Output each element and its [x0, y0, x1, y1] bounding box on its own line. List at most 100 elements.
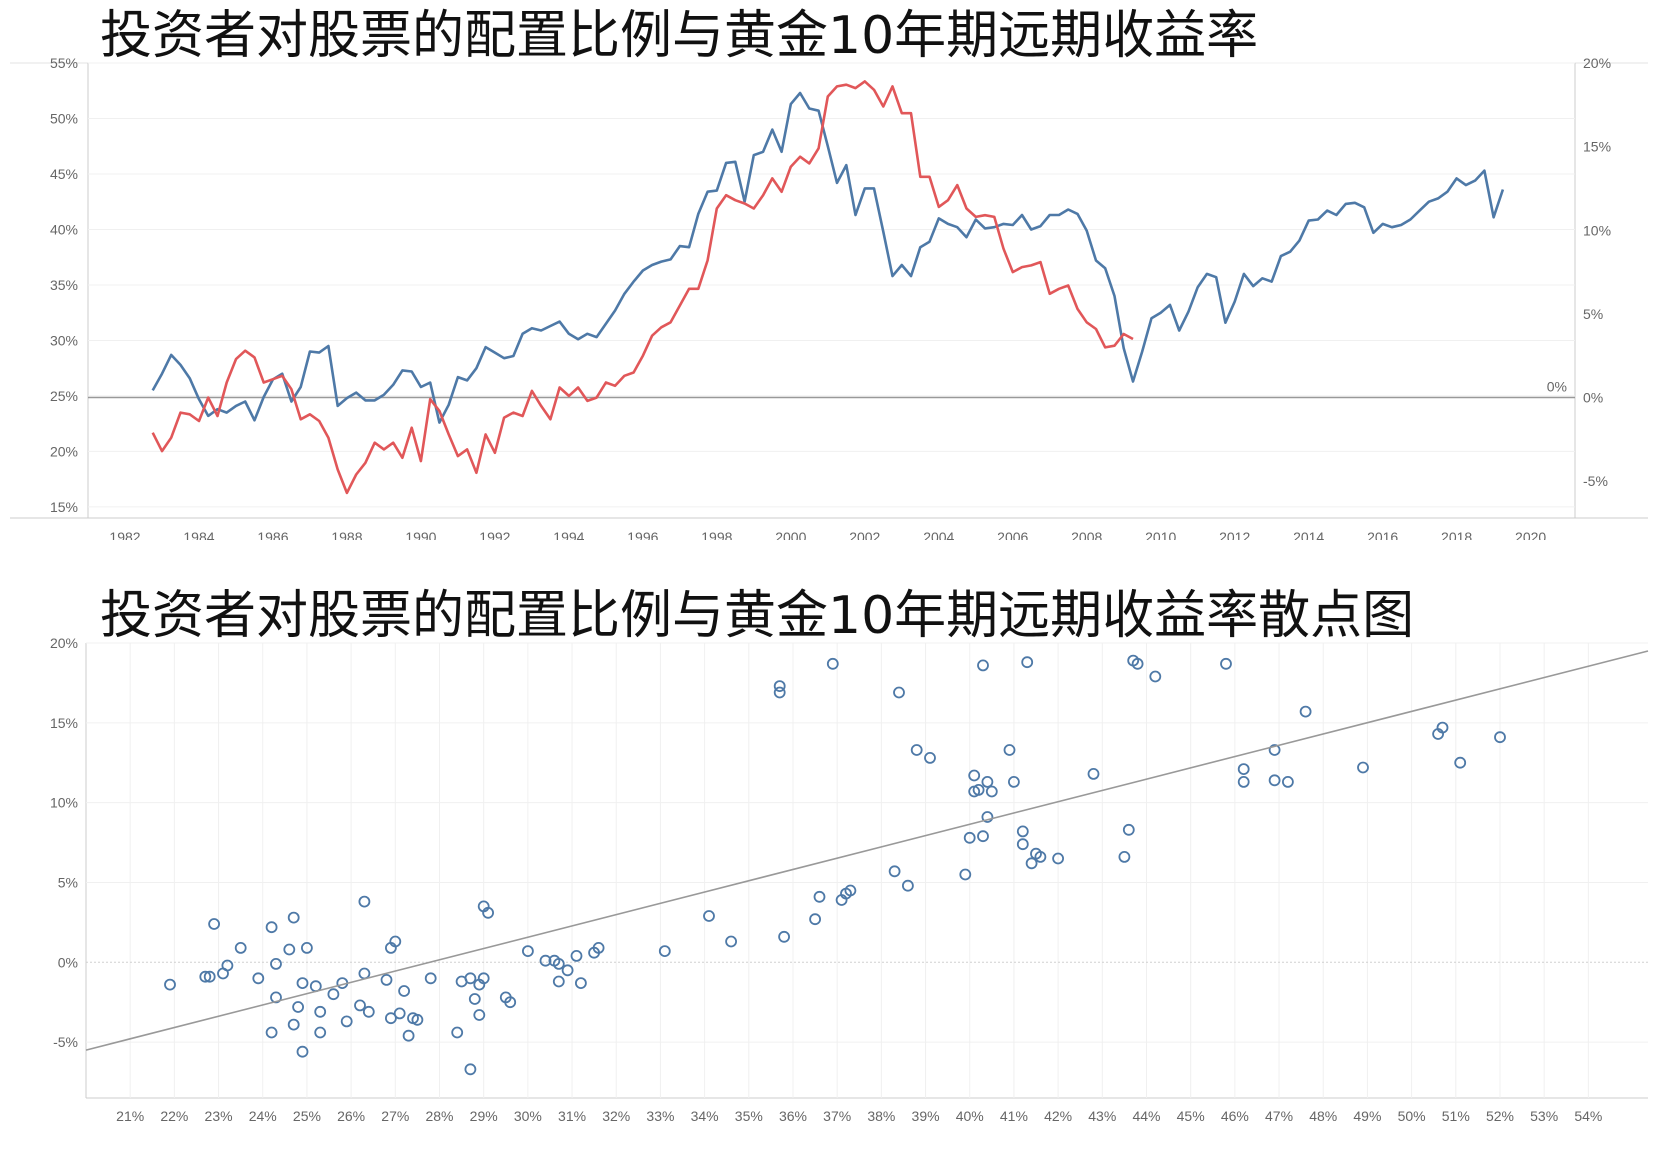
scatter-point	[1021, 656, 1034, 669]
x-tick-label: 1984	[183, 529, 214, 540]
x-tick-label: 24%	[249, 1108, 277, 1124]
x-tick-label: 31%	[558, 1108, 586, 1124]
scatter-point	[473, 1009, 486, 1021]
scatter-point	[265, 921, 278, 934]
scatter-point	[972, 784, 985, 796]
scatter-point	[292, 1001, 305, 1013]
x-tick-label: 1998	[701, 529, 732, 540]
y-right-tick-label: 15%	[1583, 139, 1611, 155]
scatter-point	[283, 943, 296, 956]
scatter-point	[968, 769, 981, 782]
series-line-1	[151, 91, 1505, 424]
scatter-point	[354, 999, 366, 1012]
chart-title-line: 投资者对股票的配置比例与黄金10年期远期收益率	[100, 6, 1259, 66]
scatter-point	[575, 977, 587, 989]
scatter-point	[1268, 744, 1281, 756]
x-tick-label: 47%	[1265, 1108, 1293, 1124]
x-tick-label: 22%	[160, 1108, 188, 1124]
x-tick-label: 51%	[1442, 1108, 1470, 1124]
y-tick-label: 15%	[50, 715, 78, 731]
y-right-tick-label: 5%	[1583, 306, 1603, 322]
x-tick-label: 2020	[1515, 529, 1546, 540]
scatter-point	[358, 895, 371, 908]
scatter-point	[522, 945, 534, 957]
scatter-point	[981, 776, 994, 788]
series-line-2	[151, 80, 1134, 495]
x-tick-label: 28%	[425, 1108, 453, 1124]
x-tick-label: 46%	[1221, 1108, 1249, 1124]
x-tick-label: 40%	[956, 1108, 984, 1124]
x-tick-label: 38%	[867, 1108, 895, 1124]
x-tick-label: 21%	[116, 1108, 144, 1124]
scatter-point	[482, 906, 495, 919]
y-tick-label: -5%	[53, 1034, 78, 1050]
x-tick-label: 43%	[1088, 1108, 1116, 1124]
scatter-point	[464, 1063, 477, 1076]
scatter-point	[1003, 744, 1016, 756]
x-tick-label: 29%	[470, 1108, 498, 1124]
scatter-point	[813, 890, 826, 903]
scatter-point	[658, 945, 671, 957]
x-tick-label: 1988	[331, 529, 362, 540]
chart-title-scatter: 投资者对股票的配置比例与黄金10年期远期收益率散点图	[100, 586, 1415, 646]
scatter-point	[977, 659, 989, 672]
y-left-tick-label: 45%	[50, 166, 78, 182]
scatter-point	[985, 785, 998, 798]
scatter-point	[888, 865, 901, 878]
scatter-point	[963, 831, 976, 844]
x-tick-label: 2000	[775, 529, 806, 540]
x-tick-label: 1994	[553, 529, 584, 540]
scatter-point	[539, 954, 552, 967]
x-tick-label: 27%	[381, 1108, 409, 1124]
scatter-point	[1052, 852, 1064, 865]
x-tick-label: 41%	[1000, 1108, 1028, 1124]
scatter-point	[362, 1005, 375, 1018]
x-tick-label: 2002	[849, 529, 880, 540]
y-left-tick-label: 30%	[50, 332, 78, 348]
scatter-point	[1149, 670, 1162, 683]
scatter-point	[504, 996, 517, 1009]
scatter-point	[411, 1013, 424, 1026]
scatter-point	[1016, 838, 1029, 851]
scatter-point	[1454, 756, 1467, 769]
x-tick-label: 1986	[257, 529, 288, 540]
scatter-point	[296, 1045, 309, 1058]
scatter-point	[924, 752, 936, 764]
x-tick-label: 35%	[735, 1108, 763, 1124]
scatter-point	[221, 959, 234, 972]
x-tick-label: 33%	[646, 1108, 674, 1124]
scatter-point	[402, 1029, 415, 1042]
scatter-point	[703, 910, 715, 922]
scatter-point	[300, 942, 313, 954]
scatter-point	[809, 913, 821, 926]
scatter-point	[902, 879, 914, 892]
x-tick-label: 30%	[514, 1108, 542, 1124]
scatter-point	[1016, 825, 1029, 838]
x-tick-label: 2014	[1293, 529, 1324, 540]
scatter-point	[1237, 763, 1250, 775]
scatter-point	[773, 686, 786, 699]
x-tick-label: 34%	[691, 1108, 719, 1124]
scatter-point	[561, 964, 574, 977]
scatter-point	[451, 1026, 464, 1039]
scatter-point	[1122, 823, 1135, 836]
scatter-point	[468, 993, 481, 1005]
x-tick-label: 48%	[1309, 1108, 1337, 1124]
y-left-tick-label: 55%	[50, 55, 78, 71]
scatter-point	[910, 744, 923, 756]
scatter-point	[203, 970, 216, 983]
x-tick-label: 37%	[823, 1108, 851, 1124]
y-left-tick-label: 25%	[50, 388, 78, 404]
y-left-tick-label: 15%	[50, 499, 78, 515]
scatter-point	[1357, 761, 1369, 774]
scatter-point	[477, 972, 490, 985]
zero-line-label: 0%	[1547, 379, 1567, 395]
scatter-point	[1494, 731, 1506, 744]
scatter-point	[287, 1018, 300, 1031]
x-tick-label: 1982	[109, 529, 140, 540]
y-tick-label: 0%	[58, 954, 78, 970]
x-tick-label: 26%	[337, 1108, 365, 1124]
x-tick-label: 1990	[405, 529, 436, 540]
scatter-point	[208, 918, 221, 930]
